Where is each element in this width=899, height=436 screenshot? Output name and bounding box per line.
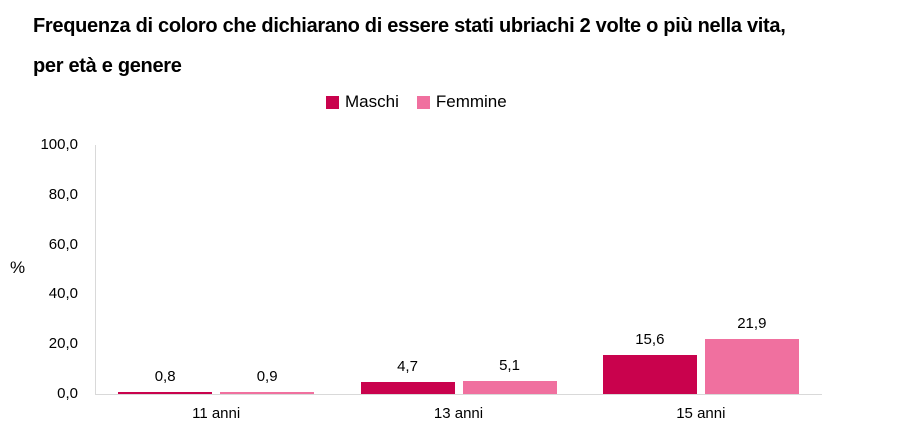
bar-maschi-15-anni	[602, 355, 697, 394]
chart-title-line2: per età e genere	[33, 55, 182, 77]
chart-title: Frequenza di coloro che dichiarano di es…	[33, 6, 883, 86]
legend-swatch-femmine	[416, 95, 430, 109]
value-label-femmine-13-anni: 5,1	[499, 357, 520, 374]
y-axis-tick-60-0: 60,0	[48, 235, 78, 253]
value-label-maschi-11-anni: 0,8	[154, 368, 176, 385]
bar-femmine-13-anni	[462, 381, 557, 394]
bar-maschi-11-anni	[118, 392, 213, 394]
y-axis-tick-40-0: 40,0	[48, 285, 78, 303]
x-axis-tick-11-anni: 11 anni	[192, 405, 241, 422]
bar-maschi-13-anni	[360, 382, 455, 394]
legend-item-femmine: Femmine	[416, 92, 507, 112]
y-axis-tick-80-0: 80,0	[48, 185, 78, 203]
value-label-maschi-13-anni: 4,7	[397, 358, 418, 375]
value-label-femmine-11-anni: 0,9	[256, 368, 278, 385]
legend-label-maschi: Maschi	[345, 92, 399, 111]
value-label-maschi-15-anni: 15,6	[635, 331, 665, 348]
legend-swatch-maschi	[326, 95, 339, 109]
value-label-femmine-15-anni: 21,9	[737, 315, 767, 332]
x-axis-tick-13-anni: 13 anni	[433, 405, 484, 422]
legend-label-femmine: Femmine	[435, 92, 507, 111]
x-axis-tick-15-anni: 15 anni	[676, 405, 726, 422]
y-axis-tick-20-0: 20,0	[48, 335, 78, 353]
legend-item-maschi: Maschi	[326, 92, 399, 112]
chart-title-line1: Frequenza di coloro che dichiarano di es…	[33, 15, 786, 37]
y-axis-line	[95, 145, 96, 395]
y-axis-tick-100-0: 100,0	[40, 136, 78, 153]
legend: Maschi Femmine	[326, 92, 507, 112]
y-axis-label: %	[10, 258, 26, 277]
bar-femmine-15-anni	[704, 339, 799, 394]
bar-femmine-11-anni	[220, 392, 315, 394]
y-axis-tick-0-0: 0,0	[57, 385, 78, 402]
x-axis-line	[95, 394, 822, 395]
